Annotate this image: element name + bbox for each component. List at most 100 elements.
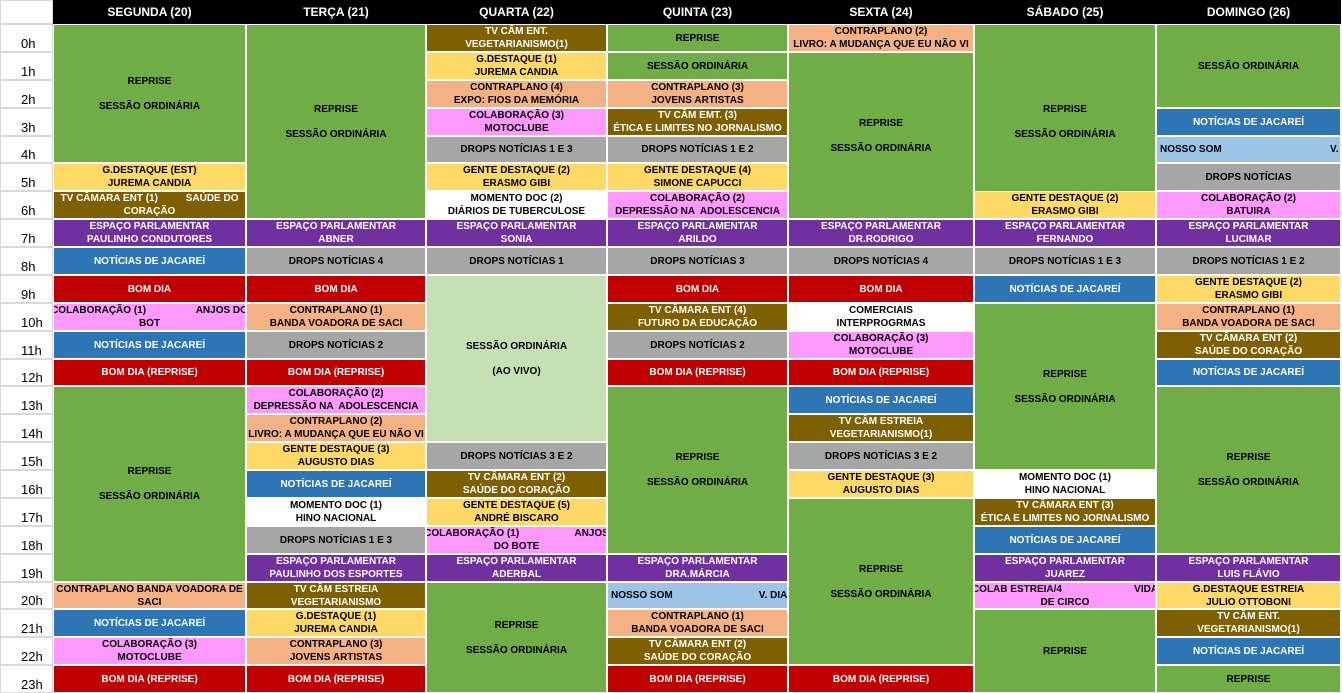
program-block: COLABORAÇÃO (1) ANJOS DO BOTE <box>426 526 607 554</box>
program-text: ADERBAL <box>492 569 541 580</box>
program-text: HINO NACIONAL <box>1024 485 1106 496</box>
hour-label: 14h <box>0 414 53 442</box>
program-block: COLAB ESTREIA/4 VIDA DE CIRCO <box>974 582 1156 609</box>
program-block: GENTE DESTAQUE (4) SIMONE CAPUCCI <box>607 163 788 191</box>
program-text: DROPS NOTÍCIAS 1 E 3 <box>460 144 573 155</box>
program-text: REPRISE <box>859 117 903 129</box>
program-block: MOMENTO DOC (1) HINO NACIONAL <box>246 498 426 526</box>
program-text: DEPRESSÃO NA ADOLESCENCIA <box>253 401 419 412</box>
program-text: JOVENS ARTISTAS <box>289 652 383 663</box>
program-block: GENTE DESTAQUE (2) ERASMO GIBI <box>974 191 1156 219</box>
program-text: INTERPROGRMAS <box>836 318 926 329</box>
program-text: BOM DIA (REPRISE) <box>287 673 385 685</box>
hour-label: 1h <box>0 52 53 80</box>
program-block: NOSSO SOM V. DIASZ <box>607 582 788 609</box>
program-block: CONTRAPLANO BANDA VOADORA DE SACI <box>53 582 246 609</box>
program-text: DROPS NOTÍCIAS <box>1205 171 1292 183</box>
program-text: JUREMA CANDIA <box>294 624 378 635</box>
program-block: BOM DIA <box>788 275 974 303</box>
program-text: BANDA VOADORA DE SACI <box>1182 318 1315 329</box>
program-block: BOM DIA (REPRISE) <box>607 665 788 693</box>
program-block: NOTÍCIAS DE JACAREÍ <box>53 609 246 637</box>
program-block: REPRISE <box>974 609 1156 693</box>
program-text: BOM DIA (REPRISE) <box>649 673 746 685</box>
program-text: DROPS NOTÍCIAS 4 <box>288 255 384 267</box>
program-text: DROPS NOTÍCIAS 4 <box>833 255 929 267</box>
program-text: SESSÃO ORDINÁRIA <box>1014 128 1116 140</box>
day-header: SEGUNDA (20) <box>53 0 246 24</box>
program-text: REPRISE <box>314 103 358 115</box>
day-header: SÁBADO (25) <box>974 0 1156 24</box>
program-block: NOTÍCIAS DE JACAREÍ <box>788 386 974 414</box>
program-text: COMERCIAIS <box>849 305 913 316</box>
grid-corner <box>0 0 53 24</box>
program-block: TV CÂM ENT. VEGETARIANISMO(1) <box>426 24 607 52</box>
program-text: JULIO OTTOBONI <box>1206 596 1291 608</box>
program-text: MOTOCLUBE <box>848 346 914 357</box>
program-block: DROPS NOTÍCIAS 3 E 2 <box>788 442 974 470</box>
hour-label: 0h <box>0 24 53 52</box>
program-block: CONTRAPLANO (2) LIVRO: A MUDANÇA QUE EU N… <box>246 414 426 442</box>
program-block: NOTÍCIAS DE JACAREÍ <box>246 470 426 498</box>
program-block: COLABORAÇÃO (1) ANJOS DO BOT <box>53 303 246 331</box>
program-text: TV CÂMARA ENT (3) <box>1016 500 1114 511</box>
program-text: GENTE DESTAQUE (3) <box>282 444 390 455</box>
day-header: TERÇA (21) <box>246 0 426 24</box>
program-text: BOM DIA (REPRISE) <box>832 367 930 378</box>
program-text: CONTRAPLANO (2) <box>289 416 383 427</box>
program-block: NOTÍCIAS DE JACAREÍ <box>53 247 246 275</box>
program-text: DE CIRCO <box>1040 596 1090 608</box>
program-text: MOMENTO DOC (1) <box>1018 472 1112 483</box>
program-text: NOTÍCIAS DE JACAREÍ <box>1009 534 1121 546</box>
program-block: REPRISE SESSÃO ORDINÁRIA <box>426 582 607 693</box>
hour-label: 3h <box>0 108 53 136</box>
program-block: TV CÂMARA ENT (2) SAÚDE DO CORAÇÃO <box>426 470 607 498</box>
program-block: NOTÍCIAS DE JACAREÍ <box>53 331 246 359</box>
program-text: ESPAÇO PARLAMENTAR <box>89 221 210 232</box>
program-text: ESPAÇO PARLAMENTAR <box>456 556 577 567</box>
program-text: ESPAÇO PARLAMENTAR <box>637 556 758 567</box>
program-block: DROPS NOTÍCIAS 1 E 2 <box>607 136 788 163</box>
program-text: ERASMO GIBI <box>1031 206 1099 217</box>
program-block: ESPAÇO PARLAMENTAR PAULINHO CONDUTORES <box>53 219 246 247</box>
program-text: CONTRAPLANO (1) <box>651 611 744 622</box>
program-text: REPRISE <box>675 32 720 44</box>
program-text: MOMENTO DOC (2) <box>470 193 563 204</box>
program-block: ESPAÇO PARLAMENTAR JUAREZ <box>974 554 1156 582</box>
program-text: GENTE DESTAQUE (5) <box>462 500 571 511</box>
program-text: GENTE DESTAQUE (4) <box>643 165 752 176</box>
program-text: CONTRAPLANO (4) <box>470 82 563 93</box>
program-text: NOTÍCIAS DE JACAREÍ <box>1192 367 1305 378</box>
program-block: CONTRAPLANO (3) JOVENS ARTISTAS <box>607 80 788 108</box>
program-block: ESPAÇO PARLAMENTAR ABNER <box>246 219 426 247</box>
program-text: REPRISE <box>1226 452 1271 463</box>
program-text: NOTÍCIAS DE JACAREÍ <box>93 339 206 351</box>
program-text: DROPS NOTÍCIAS 2 <box>650 339 745 351</box>
program-text: DROPS NOTÍCIAS 3 E 2 <box>460 450 573 462</box>
program-text: ESPAÇO PARLAMENTAR <box>821 221 941 232</box>
hour-label: 16h <box>0 470 53 498</box>
program-text: TV CÂMARA ENT (2) <box>648 639 747 650</box>
program-text: VEGETARIANISMO(1) <box>1197 624 1300 635</box>
program-block: BOM DIA (REPRISE) <box>53 359 246 386</box>
program-block: DROPS NOTÍCIAS 4 <box>246 247 426 275</box>
program-block: COLABORAÇÃO (3) MOTOCLUBE <box>788 331 974 359</box>
hour-label: 22h <box>0 637 53 665</box>
program-text: ERASMO GIBI <box>482 178 551 189</box>
program-text: REPRISE <box>675 452 720 463</box>
program-text: TV CÂMARA ENT (4) <box>648 305 747 316</box>
program-text: SESSÃO ORDINÁRIA <box>98 100 201 112</box>
program-text: REPRISE <box>859 563 903 575</box>
program-block: REPRISE SESSÃO ORDINÁRIA <box>974 24 1156 219</box>
program-text: ESPAÇO PARLAMENTAR <box>637 221 758 232</box>
program-block: SESSÃO ORDINÁRIA <box>1156 24 1341 108</box>
program-text: JUREMA CANDIA <box>107 178 192 189</box>
program-text: VEGETARIANISMO(1) <box>465 39 568 50</box>
program-text: TV CÂM ENT. <box>485 26 548 37</box>
program-text: REPRISE <box>1043 103 1087 115</box>
program-block: NOSSO SOM V. DIASZ <box>1156 136 1341 163</box>
program-block: ESPAÇO PARLAMENTAR LUCIMAR <box>1156 219 1341 247</box>
program-text: MOMENTO DOC (1) <box>289 500 383 511</box>
program-block: GENTE DESTAQUE (5) ANDRÉ BISCARO <box>426 498 607 526</box>
